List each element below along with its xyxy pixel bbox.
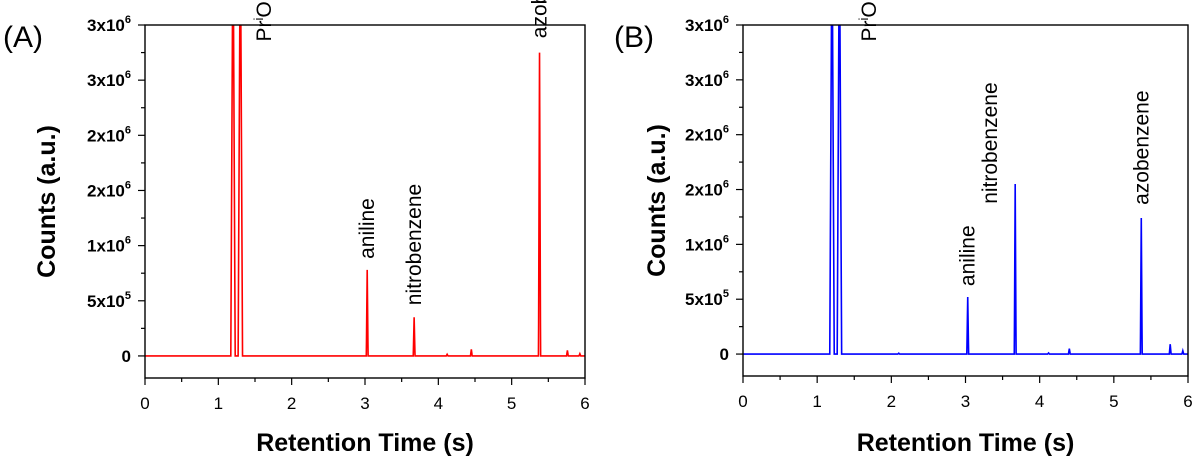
y-tick-exponent: 6 — [723, 124, 729, 136]
panel-label: (B) — [614, 21, 654, 54]
x-axis-title: Retention Time (s) — [256, 429, 474, 457]
peak-annotation-sup: i — [856, 17, 871, 20]
y-tick-exponent: 6 — [723, 69, 729, 81]
x-tick-label: 0 — [140, 394, 149, 413]
y-tick-mantissa: 2x10 — [685, 126, 723, 145]
y-tick-mantissa: 2x10 — [87, 181, 125, 200]
x-tick-label: 4 — [1035, 392, 1044, 411]
y-tick-exponent: 6 — [125, 69, 131, 81]
peak-annotation-tail: OH — [253, 0, 276, 18]
peak-annotation: nitrobenzene — [403, 184, 426, 305]
panel-b: (B)0 1 2 3 4 5 605x1051x1062x1062x1063x1063x10… — [614, 0, 1193, 457]
x-axis-title: Retention Time (s) — [857, 429, 1075, 457]
x-tick-label: 4 — [434, 394, 443, 413]
x-tick-label: 2 — [887, 392, 896, 411]
y-tick-label: 3x106 — [685, 14, 729, 35]
peak-annotation-text: nitrobenzene — [979, 82, 1002, 203]
x-tick-label: 5 — [1109, 392, 1118, 411]
chromatogram-trace — [145, 25, 585, 357]
y-axis-title: Counts (a.u.) — [33, 125, 61, 278]
x-tick-label: 2 — [287, 394, 296, 413]
y-tick-mantissa: 3x10 — [685, 16, 723, 35]
y-tick-mantissa: 5x10 — [87, 292, 125, 311]
y-tick-label: 2x106 — [685, 179, 729, 200]
peak-annotation-text: aniline — [957, 225, 980, 286]
x-tick-label: 1 — [812, 392, 821, 411]
chromatogram-trace — [743, 25, 1188, 355]
y-tick-mantissa: 2x10 — [685, 181, 723, 200]
peak-annotation-text: nitrobenzene — [403, 184, 426, 305]
y-tick-mantissa: 1x10 — [685, 235, 723, 254]
y-tick-label: 0 — [720, 345, 729, 364]
peak-annotation: azobenzene — [1130, 90, 1153, 204]
panel-label: (A) — [3, 21, 43, 54]
y-tick-label: 3x106 — [87, 69, 131, 90]
y-tick-exponent: 5 — [125, 290, 131, 302]
plot-frame — [742, 24, 1189, 377]
y-tick-label: 2x106 — [685, 124, 729, 145]
y-tick-mantissa: 1x10 — [87, 237, 125, 256]
y-tick-mantissa: 0 — [122, 347, 131, 366]
y-tick-exponent: 6 — [125, 235, 131, 247]
y-tick-label: 2x106 — [87, 124, 131, 145]
x-tick-label: 3 — [961, 392, 970, 411]
peak-annotation-text: azobenzene — [1130, 90, 1153, 204]
peak-annotation-text: Pr — [253, 21, 276, 42]
x-tick-label: 6 — [580, 394, 589, 413]
peak-annotation: PriOH — [856, 0, 881, 41]
peak-annotation-sup: i — [251, 18, 266, 21]
peak-annotation-text: Pr — [858, 20, 881, 41]
y-tick-mantissa: 5x10 — [685, 290, 723, 309]
y-tick-mantissa: 3x10 — [87, 71, 125, 90]
y-tick-label: 5x105 — [87, 290, 131, 311]
y-tick-mantissa: 3x10 — [685, 71, 723, 90]
y-tick-exponent: 5 — [723, 288, 729, 300]
y-tick-label: 1x106 — [87, 235, 131, 256]
y-tick-label: 1x106 — [685, 233, 729, 254]
y-tick-exponent: 6 — [723, 233, 729, 245]
x-tick-label: 1 — [214, 394, 223, 413]
y-axis-title: Counts (a.u.) — [643, 124, 671, 277]
peak-annotation-text: azobenzene — [529, 0, 552, 38]
y-tick-exponent: 6 — [125, 14, 131, 26]
y-tick-label: 3x106 — [87, 14, 131, 35]
peak-annotation: PriOH — [251, 0, 276, 42]
x-tick-label: 0 — [738, 392, 747, 411]
y-tick-label: 5x105 — [685, 288, 729, 309]
peak-annotation: nitrobenzene — [979, 82, 1002, 203]
y-tick-label: 3x106 — [685, 69, 729, 90]
y-tick-mantissa: 0 — [720, 345, 729, 364]
y-tick-exponent: 6 — [125, 124, 131, 136]
y-tick-mantissa: 3x10 — [87, 16, 125, 35]
y-tick-exponent: 6 — [723, 14, 729, 26]
peak-annotation: aniline — [957, 225, 980, 286]
panel-a: (A)0 1 2 3 4 5 605x1051x1062x1062x1063x1063x10… — [3, 0, 590, 457]
y-tick-exponent: 6 — [125, 179, 131, 191]
x-tick-label: 6 — [1183, 392, 1192, 411]
peak-annotation-tail: OH — [858, 0, 881, 18]
y-tick-mantissa: 2x10 — [87, 126, 125, 145]
y-tick-exponent: 6 — [723, 179, 729, 191]
y-tick-label: 0 — [122, 347, 131, 366]
x-tick-label: 3 — [360, 394, 369, 413]
peak-annotation: azobenzene — [529, 0, 552, 38]
y-tick-label: 2x106 — [87, 179, 131, 200]
peak-annotation-text: aniline — [356, 198, 379, 259]
x-tick-label: 5 — [507, 394, 516, 413]
peak-annotation: aniline — [356, 198, 379, 259]
